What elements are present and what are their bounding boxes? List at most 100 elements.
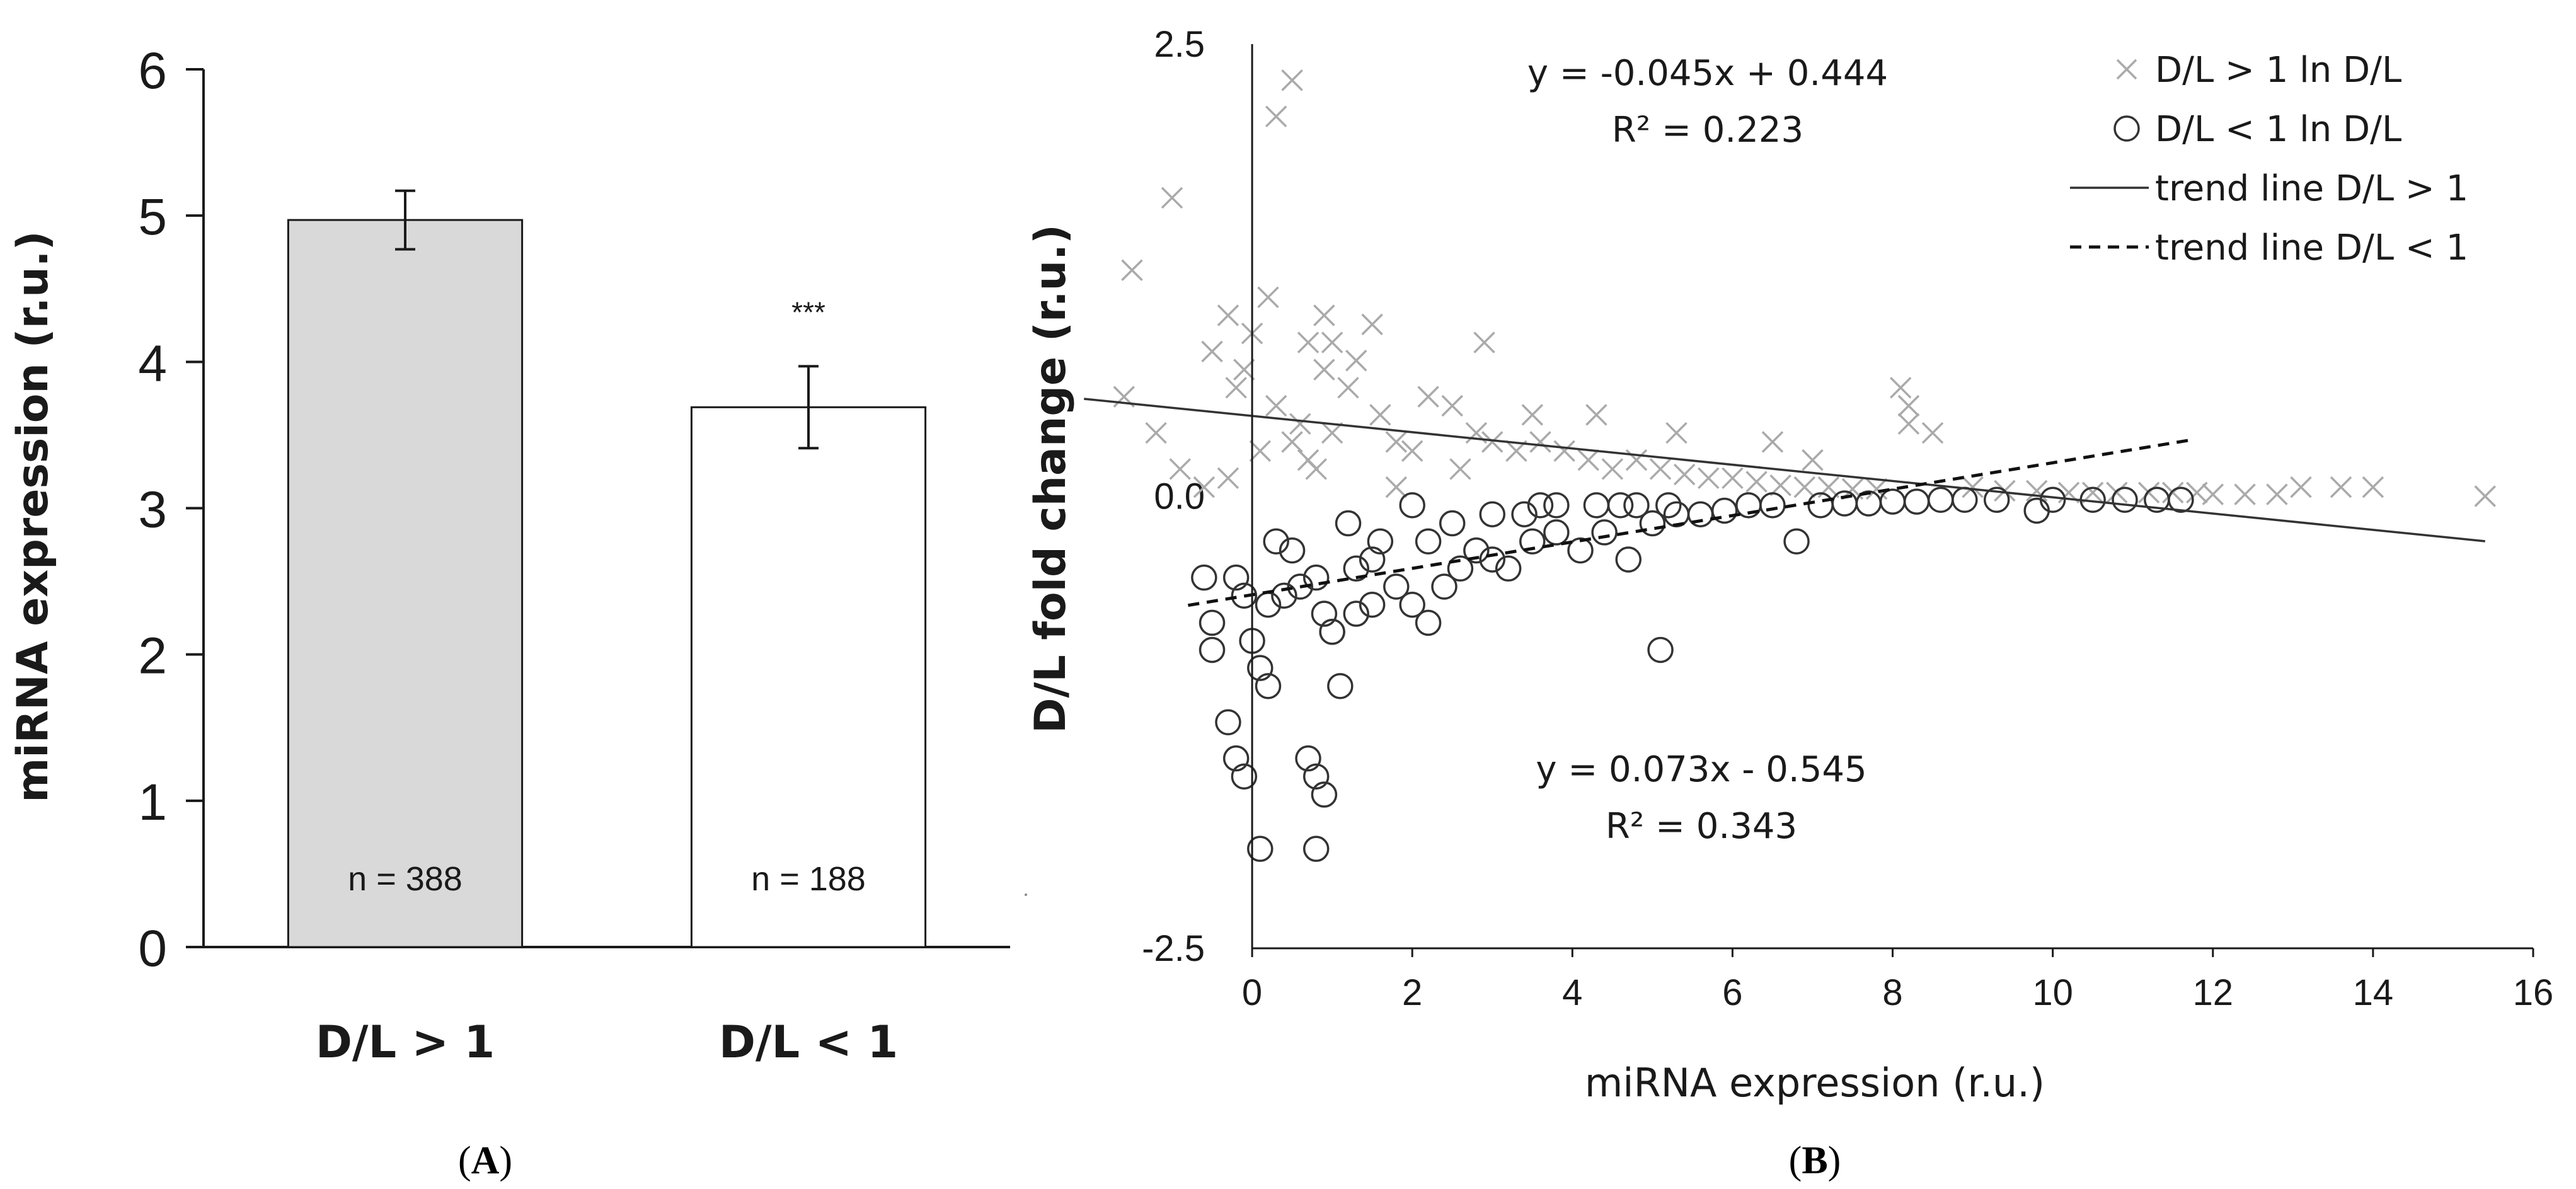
b-point-circle (1255, 673, 1282, 699)
b-point-cross (1193, 476, 1216, 498)
b-point-cross (1897, 413, 1920, 435)
stray-dot (1025, 893, 1027, 896)
panel-b: 0 2 4 6 8 10 12 14 16 2.5 0.0 -2.5 y = -0.045x + 0.… (1026, 24, 2553, 1182)
b-point-cross (2330, 476, 2352, 498)
b-point-circle (1647, 636, 1674, 663)
b-point-cross (1305, 458, 1327, 480)
a-y-axis-label: miRNA expression (r.u.) (8, 231, 58, 802)
b-point-cross (1265, 394, 1287, 417)
b-point-circle (1591, 519, 1618, 546)
b-point-cross (1169, 458, 1191, 480)
b-point-cross (1345, 350, 1367, 372)
b-point-circle (1639, 510, 1666, 537)
b-point-circle (1952, 486, 1978, 513)
a-category-label: D/L > 1 (316, 1016, 495, 1068)
b-panel-label: (B) (1789, 1139, 1841, 1182)
b-point-circle (1479, 501, 1505, 527)
b-point-circle (1615, 546, 1642, 573)
b-legend-label: trend line D/L > 1 (2155, 168, 2468, 209)
b-point-circle (1311, 781, 1338, 808)
b-point-cross (1401, 440, 1423, 462)
b-point-cross (1897, 394, 1920, 417)
b-point-circle (1302, 836, 1330, 862)
b-point-cross (1385, 431, 1408, 453)
b-point-circle (1199, 609, 1226, 636)
a-y-tick-label: 3 (138, 481, 167, 539)
b-legend-item: D/L < 1 ln D/L (2113, 109, 2401, 150)
b-point-circle (1399, 591, 1425, 618)
a-significance: *** (791, 296, 825, 328)
a-panel-letter: A (471, 1139, 500, 1182)
b-point-circle (1495, 555, 1522, 582)
b-x-tick-label: 0 (1242, 972, 1262, 1013)
b-point-cross (1265, 105, 1287, 128)
b-point-cross (1337, 377, 1359, 399)
b-point-cross (1521, 404, 1544, 426)
b-eq-pos: y = -0.045x + 0.444 (1527, 53, 1888, 94)
a-bar (287, 219, 524, 948)
b-point-circle (1607, 492, 1634, 519)
b-point-cross (1201, 340, 1223, 363)
b-legend-item: D/L > 1 ln D/L (2116, 50, 2401, 91)
a-y-tick-label: 1 (138, 774, 167, 831)
b-point-circle (1519, 528, 1546, 554)
b-point-circle (2168, 486, 2194, 513)
b-point-circle (1215, 709, 1241, 735)
b-point-circle (1711, 497, 1738, 524)
b-point-cross (1601, 458, 1624, 480)
b-point-cross (1665, 422, 1688, 444)
b-point-circle (1567, 537, 1594, 564)
b-point-circle (1447, 555, 1474, 582)
b-point-circle (1359, 591, 1386, 618)
b-point-circle (1295, 745, 1321, 772)
b-point-circle (1271, 582, 1297, 609)
b-point-circle (2023, 497, 2050, 524)
b-point-cross (1217, 467, 1239, 490)
b-x-tick-label: 14 (2353, 972, 2394, 1013)
b-point-circle (1367, 528, 1394, 554)
b-point-circle (2112, 486, 2138, 513)
a-panel-label: (A) (458, 1139, 512, 1182)
a-n-label: n = 388 (348, 860, 463, 898)
b-point-circle (1807, 492, 1834, 519)
b-point-circle (1431, 573, 1458, 600)
b-point-cross (1921, 422, 1944, 444)
b-point-cross (1481, 431, 1504, 453)
b-point-circle (1311, 600, 1338, 627)
b-point-circle (1199, 636, 1226, 663)
b-point-cross (1802, 449, 1824, 471)
b-point-circle (1279, 537, 1306, 564)
b-point-circle (1463, 537, 1490, 564)
b-x-tick-label: 2 (1402, 972, 1422, 1013)
b-point-cross (1281, 431, 1303, 453)
b-point-circle (1343, 555, 1369, 582)
b-points (1113, 69, 2497, 862)
b-point-circle (1415, 528, 1442, 554)
b-x-tick-label: 10 (2032, 972, 2073, 1013)
b-trend-lines (1084, 398, 2485, 607)
b-point-cross (1161, 187, 1183, 209)
b-point-circle (1222, 564, 1250, 591)
b-point-circle (1383, 573, 1410, 600)
b-point-circle (1543, 492, 1570, 519)
b-point-circle (1343, 600, 1369, 627)
b-point-cross (1361, 313, 1383, 336)
b-point-circle (1231, 582, 1258, 609)
b-point-cross (1121, 259, 1143, 281)
b-point-cross (1585, 404, 1607, 426)
b-point-circle (1511, 501, 1538, 527)
a-y-tick-label: 2 (138, 628, 167, 685)
b-point-cross (2474, 485, 2497, 507)
b-point-cross (1745, 471, 1768, 493)
b-point-circle (1879, 488, 1906, 515)
b-point-cross (1417, 386, 1439, 408)
b-point-circle (1319, 619, 1345, 645)
b-trend-line (1084, 398, 2485, 543)
b-point-circle (1399, 492, 1425, 519)
b-point-circle (1928, 486, 1954, 513)
b-point-circle (1302, 763, 1330, 790)
b-point-circle (1759, 492, 1786, 519)
b-point-cross (1577, 449, 1599, 471)
